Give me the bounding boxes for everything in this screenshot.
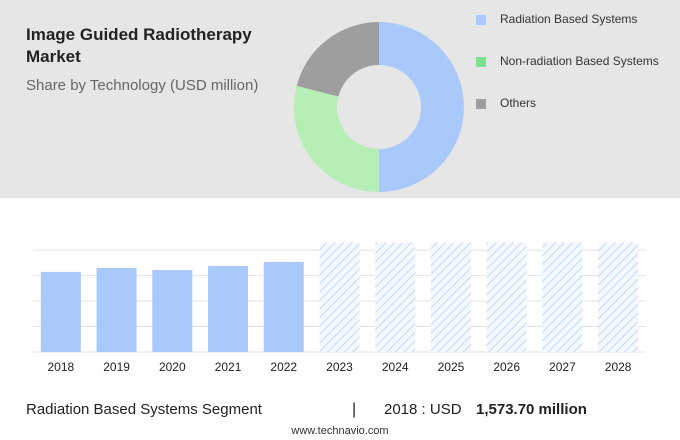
footer-separator: |: [352, 401, 356, 418]
bar: [486, 242, 527, 352]
bar: [96, 268, 137, 352]
donut-segment: [379, 22, 464, 192]
bar: [152, 270, 193, 352]
x-tick-label: 2028: [605, 360, 632, 374]
x-tick-label: 2025: [438, 360, 465, 374]
bar: [208, 265, 249, 352]
legend-swatch: [476, 99, 486, 109]
bar: [263, 261, 304, 352]
bar: [598, 242, 639, 352]
footer-year: 2018 : USD: [384, 401, 462, 418]
x-tick-label: 2020: [159, 360, 186, 374]
source: www.technavio.com: [290, 425, 388, 437]
x-tick-label: 2026: [493, 360, 520, 374]
x-tick-label: 2027: [549, 360, 576, 374]
legend-label: Non-radiation Based Systems: [500, 54, 659, 68]
donut-segment: [296, 22, 379, 97]
x-tick-label: 2021: [215, 360, 242, 374]
x-tick-label: 2018: [48, 360, 75, 374]
x-tick-label: 2022: [270, 360, 297, 374]
bar: [319, 242, 360, 352]
x-tick-label: 2024: [382, 360, 409, 374]
bar: [40, 271, 81, 352]
x-tick-label: 2023: [326, 360, 353, 374]
footer-value: 1,573.70 million: [476, 401, 587, 418]
bar: [430, 242, 471, 352]
donut-segment: [294, 85, 379, 192]
legend-swatch: [476, 15, 486, 25]
chart-title: Image Guided Radiotherapy Market: [26, 25, 252, 66]
x-tick-label: 2019: [103, 360, 130, 374]
legend-label: Radiation Based Systems: [500, 12, 637, 26]
bar: [542, 242, 583, 352]
footer-segment: Radiation Based Systems Segment: [26, 401, 263, 418]
legend-label: Others: [500, 96, 536, 110]
legend-swatch: [476, 57, 486, 67]
bar: [375, 242, 416, 352]
chart-subtitle: Share by Technology (USD million): [26, 77, 258, 94]
